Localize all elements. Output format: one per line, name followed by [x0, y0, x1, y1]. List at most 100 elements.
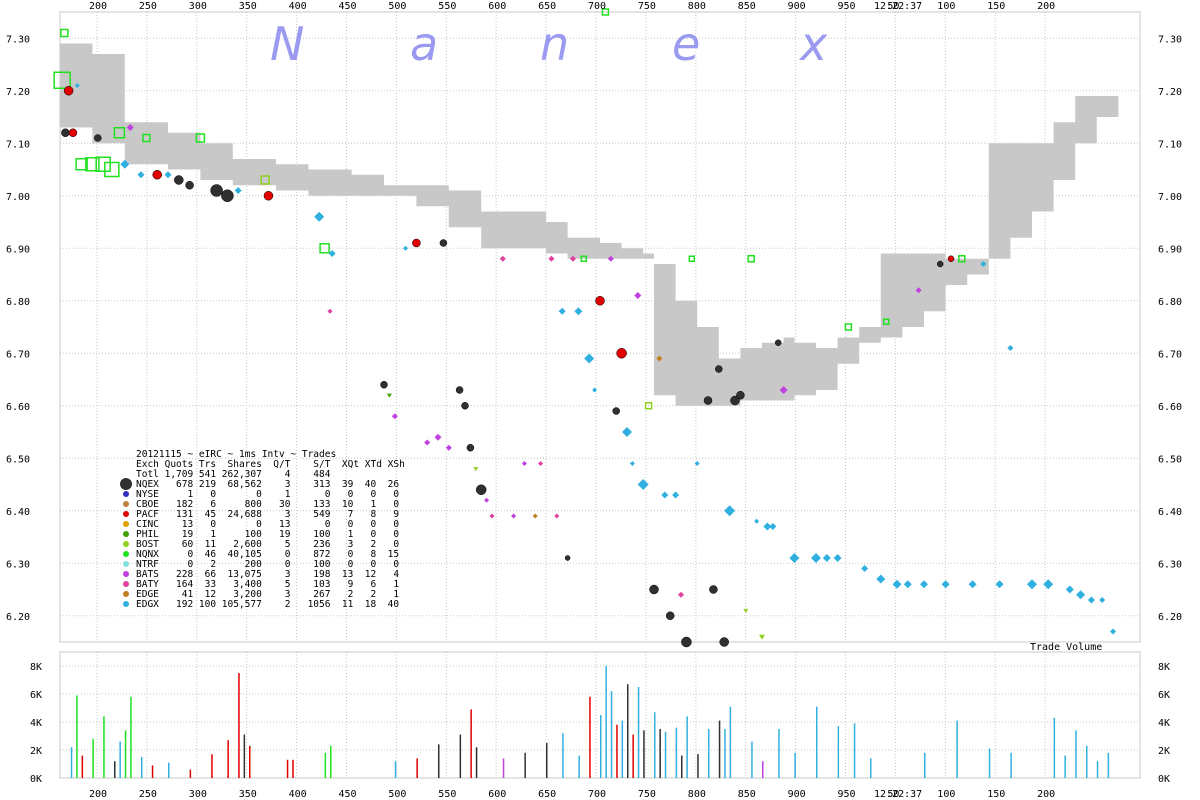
volume-bar [524, 752, 526, 778]
trade-point [672, 491, 680, 499]
stats-row-marker [120, 478, 132, 490]
volume-bar [459, 734, 462, 778]
trade-point [759, 634, 765, 640]
volume-bar [578, 755, 580, 778]
trade-point [466, 444, 475, 452]
x-tick-label-top: 200 [89, 1, 107, 12]
trade-point [947, 255, 955, 262]
trade-point [649, 584, 659, 595]
volume-bar [70, 747, 73, 778]
vol-tick-label-left: 8K [30, 662, 42, 673]
trade-point [822, 554, 831, 562]
volume-bar [681, 755, 683, 778]
trade-point [126, 124, 134, 131]
volume-bar [778, 729, 780, 778]
x-tick-label-top: 800 [688, 1, 706, 12]
volume-bar [751, 741, 753, 778]
trade-point [94, 134, 102, 142]
stats-row: BOST 60 11 2,600 5 236 3 2 0 [136, 539, 399, 550]
y-tick-label-left: 6.70 [6, 349, 30, 360]
trade-point [958, 255, 966, 263]
x-tick-label-top: 900 [788, 1, 806, 12]
stats-row: BATS 228 66 13,075 3 198 13 12 4 [136, 569, 399, 580]
trade-point [833, 554, 842, 562]
trade-point [584, 353, 595, 364]
volume-bar [394, 761, 397, 778]
volume-bar [238, 673, 240, 778]
volume-bar [697, 754, 699, 778]
trade-point [538, 461, 544, 466]
x-tick-label-bottom: 200 [89, 789, 107, 800]
trade-point [743, 608, 749, 613]
volume-bar [324, 752, 327, 778]
brand-letter: a [410, 17, 438, 71]
volume-bar [286, 759, 289, 778]
trade-point [715, 365, 723, 373]
y-tick-label-left: 7.20 [6, 87, 30, 98]
trade-point [424, 439, 431, 446]
volume-bar [81, 755, 84, 778]
x-tick-label-bottom: 350 [239, 789, 257, 800]
stats-header: 20121115 ~ eIRC ~ 1ms Intv ~ Trades [136, 449, 336, 460]
y-tick-label-right: 6.20 [1158, 612, 1182, 623]
trade-point [694, 461, 700, 466]
trade-point [260, 175, 270, 185]
axis-labels: 200 200 250 250 300 300 350 350 400 400 450 450 500 5… [6, 1, 1182, 800]
trade-point [75, 158, 88, 171]
trade-point [484, 497, 490, 503]
x-tick-label-top: 200 [1037, 1, 1055, 12]
trade-point [995, 580, 1004, 589]
volume-bar [1096, 761, 1099, 778]
volume-bar [475, 747, 478, 778]
trade-point [403, 245, 409, 251]
stats-row: EDGE 41 12 3,200 3 267 2 2 1 [136, 589, 399, 600]
volume-bar [416, 758, 418, 778]
trade-point [607, 255, 614, 262]
trade-point [1065, 585, 1074, 594]
vol-tick-label-right: 0K [1158, 774, 1170, 785]
stats-row: PACF 131 45 24,688 3 549 7 8 9 [136, 509, 399, 520]
trade-point [681, 636, 692, 648]
trade-point [789, 553, 800, 563]
y-tick-label-right: 7.20 [1158, 87, 1182, 98]
x-tick-label-bottom: 800 [688, 789, 706, 800]
x-tick-label-bottom: 550 [438, 789, 456, 800]
brand-letter: e [672, 17, 700, 71]
trade-point [489, 513, 495, 519]
trade-point [164, 171, 172, 179]
trade-point [595, 296, 605, 306]
trade-point [612, 407, 620, 415]
trade-point [882, 318, 890, 325]
x-tick-label-bottom: 950 [838, 789, 856, 800]
x-tick-label-top: 750 [638, 1, 656, 12]
stats-row-marker [123, 511, 129, 517]
x-tick-label-bottom: 650 [538, 789, 556, 800]
volume-bar [589, 696, 591, 778]
trade-point [328, 250, 336, 257]
volume-bar [729, 706, 732, 778]
y-tick-label-left: 6.80 [6, 297, 30, 308]
trade-point [499, 255, 506, 262]
brand-logo: N a n e x [270, 17, 828, 71]
trade-point [580, 255, 588, 262]
y-tick-label-right: 6.50 [1158, 454, 1182, 465]
trade-point [185, 181, 194, 190]
volume-bar [438, 744, 440, 778]
trade-point [1099, 597, 1106, 603]
trade-point [439, 239, 448, 247]
volume-bar [816, 706, 818, 778]
trade-point [656, 355, 663, 362]
vol-tick-label-left: 4K [30, 718, 42, 729]
trade-point [475, 484, 487, 495]
y-tick-label-left: 6.90 [6, 244, 30, 255]
trade-point [774, 339, 782, 346]
stats-row: BATY 164 33 3,400 5 103 9 6 1 [136, 579, 399, 590]
trade-point [380, 381, 388, 389]
stats-row-marker [123, 541, 129, 547]
x-tick-label-top: 550 [438, 1, 456, 12]
trade-point [85, 157, 100, 172]
y-tick-label-right: 6.80 [1158, 297, 1182, 308]
x-tick-label-bottom: 750 [638, 789, 656, 800]
trade-point [644, 402, 653, 410]
x-tick-label-top: 850 [738, 1, 756, 12]
